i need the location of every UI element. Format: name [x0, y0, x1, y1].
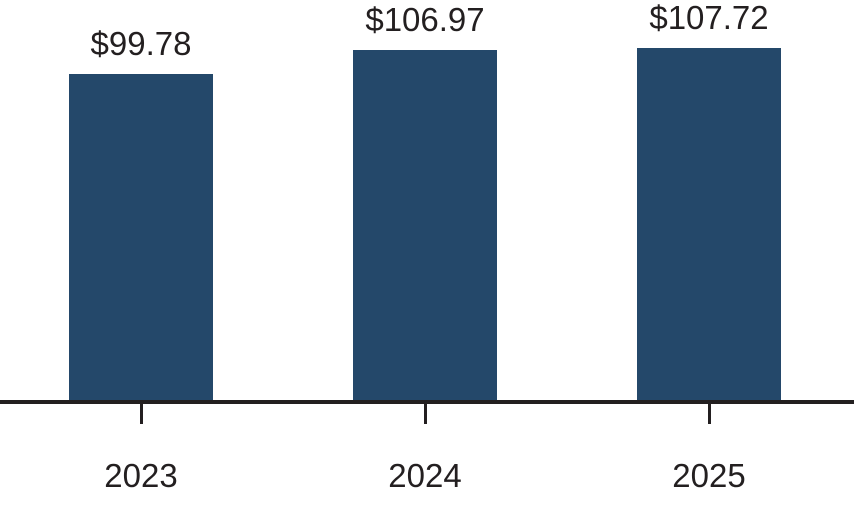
x-axis-label-2025: 2025: [672, 457, 746, 494]
x-axis-tick-2024: [424, 404, 427, 424]
value-label-2025: $107.72: [649, 0, 769, 37]
x-axis-tick-2025: [708, 404, 711, 424]
bar-group-2024: $106.97: [353, 0, 497, 400]
x-axis-label-2023: 2023: [104, 457, 178, 494]
bar-group-2025: $107.72: [637, 0, 781, 400]
value-label-2023: $99.78: [90, 25, 192, 63]
bar-2024: [353, 50, 497, 400]
x-axis-tick-2023: [140, 404, 143, 424]
bar-group-2023: $99.78: [69, 24, 213, 400]
x-axis-label-2024: 2024: [388, 457, 462, 494]
bar-2023: [69, 74, 213, 400]
x-axis-line: [0, 400, 854, 404]
value-label-2024: $106.97: [365, 1, 485, 39]
bar-2025: [637, 48, 781, 400]
